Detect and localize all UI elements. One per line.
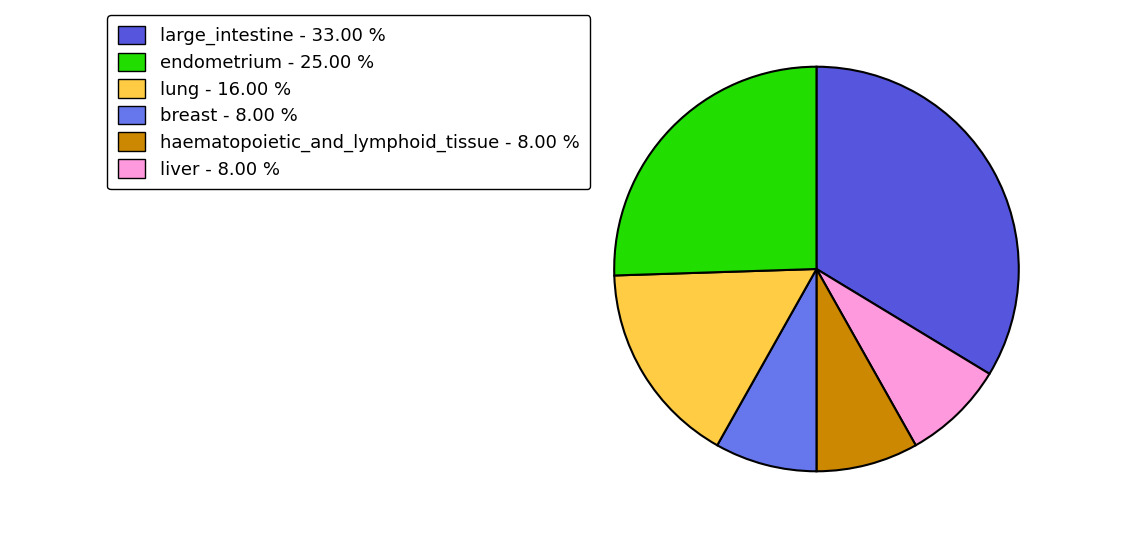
Legend: large_intestine - 33.00 %, endometrium - 25.00 %, lung - 16.00 %, breast - 8.00 : large_intestine - 33.00 %, endometrium -… xyxy=(108,15,591,189)
Wedge shape xyxy=(615,269,816,445)
Wedge shape xyxy=(615,67,816,275)
Wedge shape xyxy=(816,67,1018,374)
Wedge shape xyxy=(816,269,990,445)
Wedge shape xyxy=(816,269,916,471)
Wedge shape xyxy=(717,269,816,471)
